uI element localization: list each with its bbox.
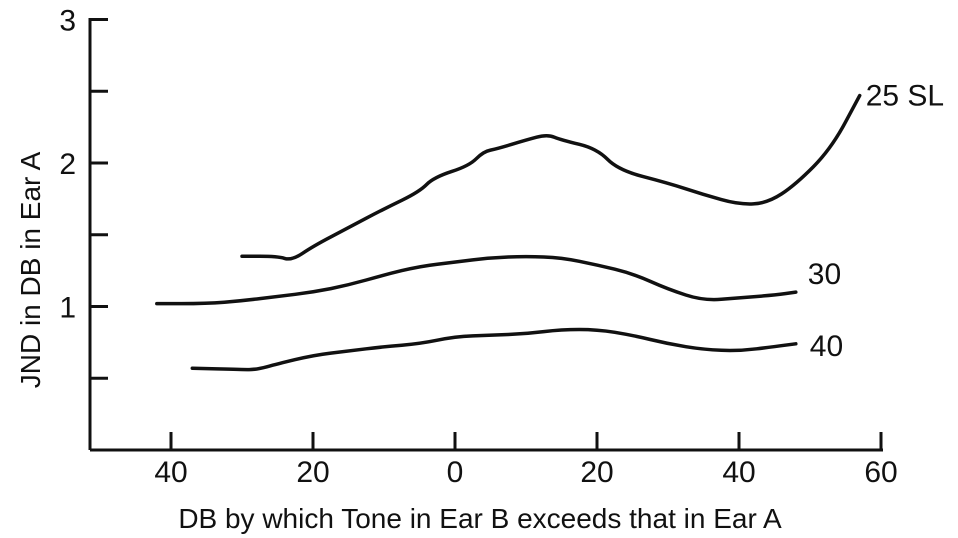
- y-axis-ticks: 1 2 3: [59, 5, 108, 380]
- series-30-line: [155, 254, 798, 306]
- x-tick-label: 40: [722, 456, 755, 489]
- x-axis-ticks: 40 20 0 20 40 60: [154, 432, 898, 489]
- x-tick-label: 20: [296, 456, 329, 489]
- y-tick-label: 2: [59, 148, 76, 181]
- y-tick-label: 3: [59, 5, 76, 38]
- y-axis-title: JND in DB in Ear A: [15, 151, 46, 388]
- x-tick-label: 0: [447, 456, 464, 489]
- y-tick-label: 1: [59, 292, 76, 325]
- x-axis-title: DB by which Tone in Ear B exceeds that i…: [178, 503, 782, 534]
- data-series: 25 SL 30 40: [155, 80, 944, 372]
- series-25-sl-line: [240, 93, 862, 261]
- series-30-label: 30: [808, 258, 841, 291]
- series-40-line: [190, 327, 798, 372]
- x-tick-label: 40: [154, 456, 187, 489]
- series-25-sl-label: 25 SL: [866, 80, 944, 113]
- series-40-label: 40: [810, 330, 843, 363]
- x-tick-label: 60: [864, 456, 897, 489]
- x-tick-label: 20: [580, 456, 613, 489]
